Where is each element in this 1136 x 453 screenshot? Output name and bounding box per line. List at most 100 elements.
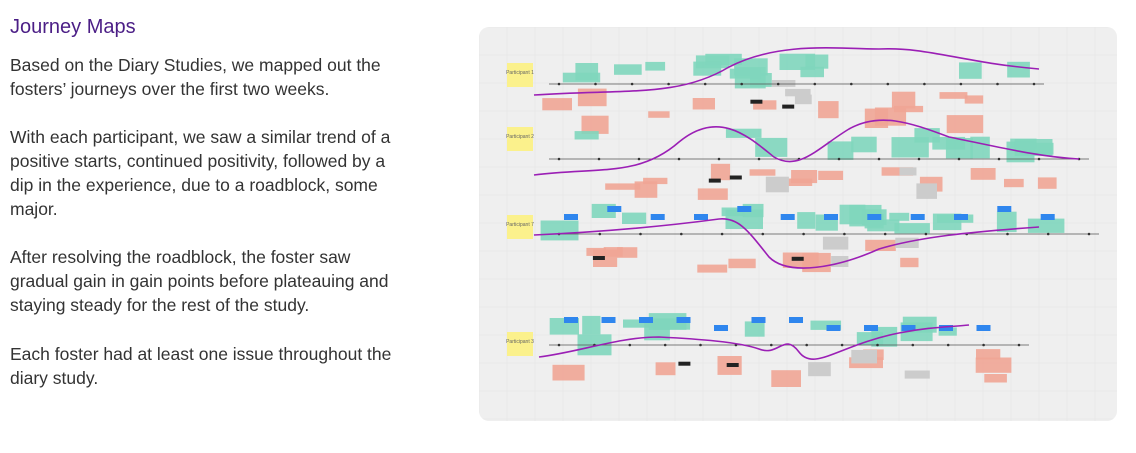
teal-note	[779, 53, 816, 70]
timeline-dot	[840, 343, 844, 347]
blue-tag	[751, 317, 766, 323]
blue-tag	[676, 317, 691, 323]
participant-label: Participant 7	[506, 222, 534, 228]
red-note	[894, 105, 924, 113]
timeline-dot	[594, 82, 597, 86]
teal-note	[693, 61, 722, 76]
red-note	[964, 95, 984, 104]
teal-note	[810, 320, 842, 330]
teal-note	[582, 315, 601, 335]
paragraph-2-line-1: With each participant, we saw a similar …	[10, 127, 391, 147]
timeline-dot	[637, 157, 641, 161]
red-note	[891, 91, 916, 109]
timeline-dot	[1006, 232, 1009, 236]
red-note	[542, 98, 572, 111]
gray-note	[808, 362, 831, 377]
paragraph-4-line-2: diary study.	[10, 368, 99, 388]
blue-tag	[564, 317, 578, 323]
red-note	[697, 188, 728, 200]
timeline-dot	[630, 82, 634, 86]
red-note	[970, 168, 996, 180]
timeline-dot	[663, 343, 667, 347]
gray-note	[851, 349, 877, 364]
timeline-dot	[557, 157, 561, 161]
red-note	[939, 92, 968, 99]
paragraph-3-line-1: After resolving the roadblock, the foste…	[10, 247, 351, 267]
timeline-dot	[996, 82, 999, 86]
timeline-dot	[802, 232, 805, 236]
red-note	[776, 178, 813, 186]
timeline-dot	[757, 157, 761, 161]
red-note	[593, 249, 618, 267]
teal-note	[562, 72, 601, 83]
teal-note	[622, 212, 647, 224]
teal-note	[851, 136, 877, 153]
timeline-dot	[598, 232, 602, 236]
timeline-dot	[877, 157, 881, 161]
red-note	[692, 98, 715, 110]
timeline-dot	[770, 343, 773, 347]
timeline-dot	[837, 157, 841, 161]
red-note	[577, 88, 607, 107]
timeline-dot	[557, 82, 561, 86]
teal-note	[614, 64, 642, 75]
red-note	[975, 357, 1012, 373]
teal-note	[938, 327, 957, 336]
red-note	[771, 370, 801, 387]
page-title: Journey Maps	[10, 16, 136, 38]
black-tag	[750, 99, 763, 104]
participant-sticky-note	[507, 63, 533, 87]
teal-note	[574, 131, 599, 140]
journey-curve	[533, 119, 1080, 176]
gray-note	[794, 94, 812, 105]
paragraph-1: Based on the Diary Studies, we mapped ou…	[10, 53, 450, 101]
blue-tag	[650, 214, 665, 220]
blue-tag	[954, 214, 968, 220]
red-note	[749, 169, 776, 176]
red-note	[818, 101, 839, 119]
timeline-dot	[959, 82, 963, 86]
timeline-dot	[776, 82, 780, 86]
journey-map-board: Participant 1 Participant 2 Participant 7 P…	[479, 27, 1117, 421]
teal-note	[970, 136, 990, 159]
blue-tag	[826, 325, 841, 331]
timeline-dot	[813, 82, 817, 86]
red-note	[865, 239, 896, 251]
black-tag	[592, 256, 605, 260]
teal-note	[839, 204, 866, 225]
participant-label: Participant 3	[506, 339, 534, 345]
teal-note	[959, 62, 982, 79]
teal-note	[800, 66, 824, 78]
gray-note	[822, 236, 849, 250]
timeline-dot	[911, 343, 915, 347]
blue-tag	[789, 317, 803, 323]
red-note	[946, 115, 984, 134]
participant-label: Participant 2	[506, 134, 534, 140]
timeline-dot	[740, 82, 743, 86]
teal-note	[889, 212, 910, 221]
gray-note	[831, 256, 849, 267]
blue-tag	[864, 325, 878, 331]
black-tag	[678, 361, 691, 366]
black-tag	[726, 363, 739, 367]
teal-note	[705, 53, 742, 66]
blue-tag	[601, 317, 616, 323]
timeline-dot	[667, 82, 670, 86]
blue-tag	[639, 317, 653, 323]
teal-note	[797, 212, 816, 229]
timeline-dot	[957, 157, 961, 161]
red-note	[617, 247, 638, 258]
red-note	[655, 362, 676, 376]
teal-note	[645, 61, 666, 71]
timeline-dot	[1032, 82, 1036, 86]
teal-note	[1007, 61, 1030, 78]
blue-tag	[939, 325, 953, 331]
timeline-dot	[850, 82, 853, 86]
blue-tag	[867, 214, 882, 220]
gray-note	[771, 80, 796, 87]
paragraph-3: After resolving the roadblock, the foste…	[10, 245, 450, 317]
red-note	[634, 181, 658, 198]
red-note	[1004, 178, 1024, 188]
timeline-dot	[924, 232, 928, 236]
red-note	[984, 374, 1007, 383]
